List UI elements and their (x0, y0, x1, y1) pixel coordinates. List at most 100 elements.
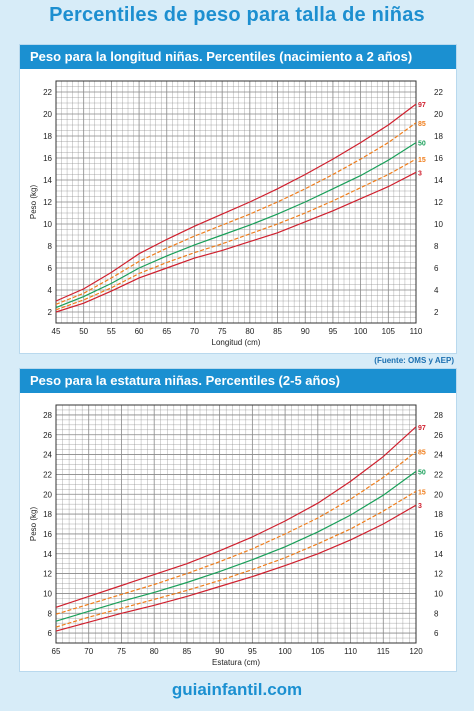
x-tick-label: 75 (117, 647, 126, 656)
y-tick-label-left: 4 (48, 286, 53, 295)
series-line-p50 (55, 470, 417, 622)
y-tick-label-left: 16 (43, 154, 52, 163)
y-tick-label-left: 14 (43, 176, 52, 185)
grid (55, 404, 417, 644)
y-tick-label-right: 16 (434, 154, 443, 163)
y-tick-label-left: 12 (43, 570, 52, 579)
y-tick-label-left: 6 (48, 629, 53, 638)
y-tick-label-left: 22 (43, 88, 52, 97)
x-tick-label: 45 (52, 327, 61, 336)
plot-frame (55, 404, 417, 644)
chart-2-svg: 65 70 75 80 85 90 95 100 105 110 115 120 6 6 8 8 10 10 12 1… (29, 404, 443, 667)
series-line-p97 (55, 426, 417, 608)
series-line-p3 (55, 504, 417, 632)
series-line-p50 (55, 142, 417, 309)
y-tick-label-right: 20 (434, 490, 443, 499)
y-tick-label-left: 10 (43, 589, 52, 598)
series-line-p3 (55, 171, 417, 313)
series-label-p15: 15 (418, 489, 426, 496)
y-tick-label-right: 28 (434, 411, 443, 420)
series-label-p3: 3 (418, 503, 422, 510)
y-tick-label-right: 20 (434, 110, 443, 119)
series-line-p97 (55, 103, 417, 302)
y-tick-label-right: 18 (434, 132, 443, 141)
y-tick-label-right: 10 (434, 220, 443, 229)
x-tick-label: 75 (218, 327, 227, 336)
y-tick-label-left: 18 (43, 132, 52, 141)
series-label-p50: 50 (418, 469, 426, 476)
y-tick-label-right: 6 (434, 629, 439, 638)
chart-panel-1: Peso para la longitud niñas. Percentiles… (19, 44, 457, 354)
y-tick-label-right: 8 (434, 609, 439, 618)
y-tick-label-right: 16 (434, 530, 443, 539)
y-tick-label-left: 10 (43, 220, 52, 229)
x-tick-label: 90 (215, 647, 224, 656)
x-tick-label: 105 (382, 327, 396, 336)
x-tick-label: 50 (79, 327, 88, 336)
series-label-p3: 3 (418, 170, 422, 177)
x-tick-label: 60 (135, 327, 144, 336)
y-tick-label-right: 22 (434, 470, 443, 479)
x-tick-label: 90 (301, 327, 310, 336)
grid (55, 80, 417, 324)
y-tick-label-right: 22 (434, 88, 443, 97)
x-tick-label: 120 (409, 647, 423, 656)
y-tick-label-left: 20 (43, 110, 52, 119)
x-tick-label: 110 (344, 647, 357, 656)
y-tick-label-left: 8 (48, 242, 53, 251)
y-axis-label: Peso (kg) (29, 185, 38, 220)
y-tick-label-right: 12 (434, 570, 443, 579)
x-tick-label: 55 (107, 327, 116, 336)
y-tick-label-left: 2 (48, 308, 53, 317)
x-axis-label: Estatura (cm) (212, 658, 260, 667)
y-tick-label-right: 14 (434, 176, 443, 185)
y-tick-label-left: 8 (48, 609, 53, 618)
x-tick-label: 70 (84, 647, 93, 656)
x-axis-label: Longitud (cm) (212, 338, 261, 347)
chart-1-title: Peso para la longitud niñas. Percentiles… (20, 45, 456, 69)
page-title: Percentiles de peso para talla de niñas (49, 4, 425, 26)
x-tick-label: 80 (150, 647, 159, 656)
x-tick-label: 85 (273, 327, 282, 336)
series-label-p85: 85 (418, 450, 426, 457)
series-line-p15 (55, 158, 417, 311)
brand-logo[interactable]: guiainfantil.com (171, 680, 303, 699)
y-tick-label-right: 14 (434, 550, 443, 559)
x-tick-label: 100 (278, 647, 292, 656)
y-tick-label-right: 26 (434, 431, 443, 440)
x-tick-label: 110 (410, 327, 423, 336)
y-tick-label-right: 12 (434, 198, 443, 207)
y-tick-label-left: 24 (43, 451, 52, 460)
x-tick-label: 65 (162, 327, 171, 336)
y-tick-label-left: 18 (43, 510, 52, 519)
y-tick-label-right: 8 (434, 242, 439, 251)
x-tick-label: 100 (354, 327, 368, 336)
y-tick-label-left: 6 (48, 264, 53, 273)
x-tick-label: 95 (248, 647, 257, 656)
y-tick-label-left: 14 (43, 550, 52, 559)
x-tick-label: 65 (52, 647, 61, 656)
series-line-p85 (55, 451, 417, 615)
y-tick-label-left: 16 (43, 530, 52, 539)
chart-2-title: Peso para la estatura niñas. Percentiles… (20, 369, 456, 393)
x-tick-label: 70 (190, 327, 199, 336)
plot-frame (55, 80, 417, 324)
series-label-p97: 97 (418, 425, 426, 432)
x-tick-label: 115 (377, 647, 390, 656)
y-tick-label-right: 4 (434, 286, 439, 295)
chart-panel-2: Peso para la estatura niñas. Percentiles… (19, 368, 457, 672)
y-tick-label-left: 26 (43, 431, 52, 440)
series-label-p15: 15 (418, 157, 426, 164)
y-tick-label-right: 6 (434, 264, 439, 273)
series-label-p50: 50 (418, 141, 426, 148)
y-tick-label-left: 12 (43, 198, 52, 207)
series-label-p85: 85 (418, 121, 426, 128)
source-note: (Fuente: OMS y AEP) (374, 356, 454, 365)
series-line-p85 (55, 122, 417, 305)
y-tick-label-left: 20 (43, 490, 52, 499)
y-tick-label-right: 2 (434, 308, 439, 317)
y-tick-label-left: 22 (43, 470, 52, 479)
y-tick-label-right: 24 (434, 451, 443, 460)
